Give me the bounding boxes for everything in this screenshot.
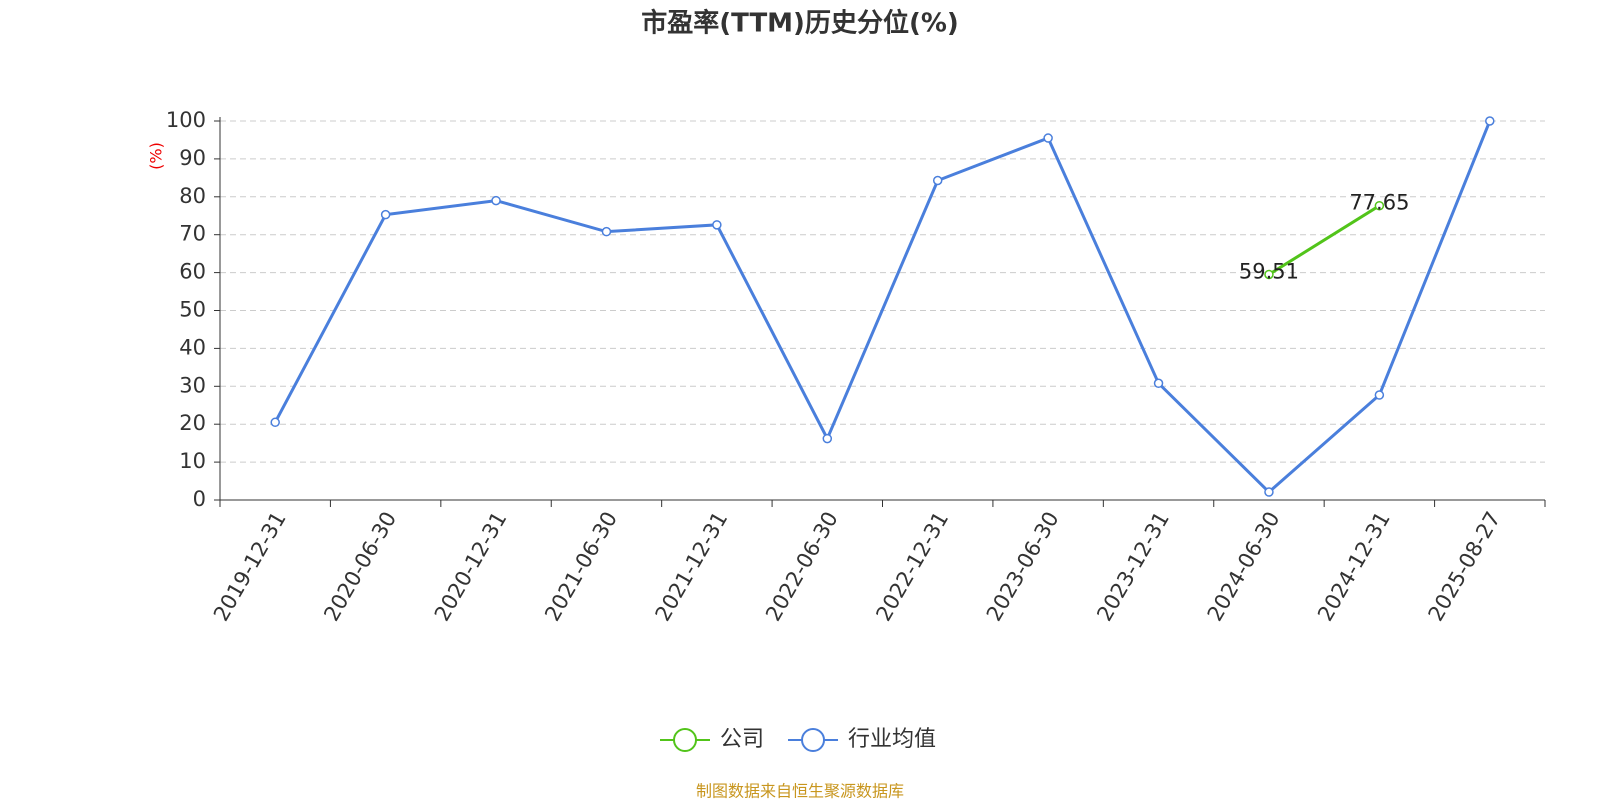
- legend-marker: [673, 728, 697, 752]
- y-tick-label: 80: [179, 184, 206, 208]
- x-tick-label: 2020-12-31: [430, 507, 512, 625]
- data-point: [601, 226, 612, 237]
- legend-label: 公司: [720, 727, 764, 752]
- y-axis-label: (%): [147, 142, 166, 170]
- x-tick-label: 2024-12-31: [1313, 508, 1395, 626]
- x-tick-label: 2024-06-30: [1203, 508, 1285, 626]
- legend-label: 行业均值: [848, 727, 936, 752]
- data-point: [1043, 133, 1053, 143]
- y-tick-label: 50: [179, 298, 206, 322]
- data-label: 59.51: [1239, 259, 1299, 283]
- y-tick-label: 60: [179, 260, 206, 284]
- data-point: [491, 195, 501, 206]
- y-tick-label: 40: [179, 335, 206, 359]
- x-tick-label: 2023-06-30: [982, 508, 1064, 626]
- legend-marker: [801, 728, 826, 752]
- data-point: [1153, 378, 1164, 389]
- chart-title: 市盈率(TTM)历史分位(%): [641, 8, 959, 39]
- x-tick-label: 2020-06-30: [319, 508, 401, 626]
- y-tick-label: 20: [179, 411, 206, 435]
- legend-item: 公司: [660, 727, 764, 752]
- y-tick-label: 30: [179, 373, 206, 397]
- legend-item: 行业均值: [788, 727, 936, 752]
- y-tick-label: 10: [179, 449, 206, 473]
- x-tick-label: 2021-12-31: [651, 508, 733, 626]
- y-tick-label: 100: [166, 108, 206, 132]
- data-point: [1264, 487, 1274, 497]
- data-point: [1485, 116, 1495, 126]
- data-point: [1374, 200, 1385, 211]
- series-line: [1268, 204, 1381, 276]
- x-tick-label: 2023-12-31: [1092, 508, 1174, 626]
- x-tick-label: 2022-06-30: [761, 508, 843, 626]
- data-point: [1264, 269, 1274, 280]
- x-tick-label: 2019-12-31: [209, 508, 291, 626]
- x-tick-label: 2022-12-31: [871, 507, 953, 625]
- series-line: [273, 120, 1492, 495]
- y-tick-label: 70: [179, 222, 206, 246]
- data-point: [380, 209, 391, 220]
- source-note: 制图数据来自恒生聚源数据库: [696, 782, 904, 800]
- y-tick-label: 0: [193, 487, 206, 511]
- data-point: [1374, 390, 1385, 400]
- data-point: [822, 433, 833, 444]
- data-point: [932, 175, 943, 186]
- x-tick-label: 2021-06-30: [540, 508, 622, 626]
- data-point: [270, 417, 280, 428]
- y-tick-label: 90: [179, 146, 206, 170]
- data-label: 77.65: [1349, 191, 1409, 215]
- x-tick-label: 2025-08-27: [1424, 508, 1506, 626]
- data-point: [712, 220, 722, 230]
